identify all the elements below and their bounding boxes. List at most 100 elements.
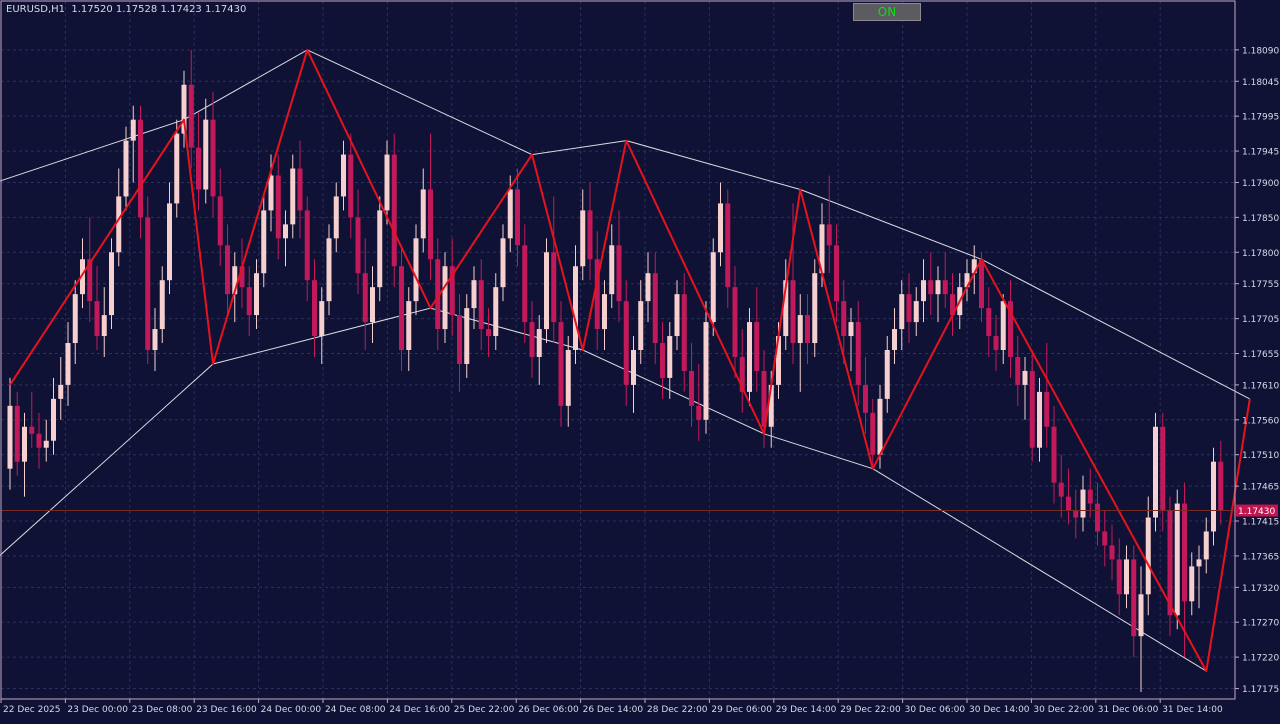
candle [362,238,368,350]
candle-body [65,343,71,385]
candle [667,322,673,399]
candle [283,210,288,267]
candle-body [747,322,752,392]
candle-body [478,280,484,330]
candle-body [225,245,230,295]
candle-body [515,189,520,246]
candle-body [51,398,56,441]
candle [631,336,636,413]
candle [703,301,709,434]
candle-body [1015,356,1021,385]
time-axis[interactable]: 22 Dec 2025 23 Dec 00:00 23 Dec 08:00 23 De… [0,699,1223,715]
candle-body [116,196,122,253]
candle-body [428,189,433,260]
candle [22,412,27,497]
time-tick-label: 23 Dec 00:00 [67,705,128,715]
time-tick-label: 29 Dec 06:00 [711,705,772,715]
candle-body [58,384,64,399]
candle-body [471,280,477,309]
candle [573,245,578,364]
candle [261,196,267,288]
candle-body [188,84,194,148]
candle-body [14,405,20,462]
candle-body [145,217,151,350]
candle [145,196,151,364]
candle [217,168,223,267]
candle-body [36,433,42,448]
candle [884,336,890,413]
candle [333,182,339,253]
candle-body [319,301,325,337]
candle [1116,538,1122,616]
on-toggle-button[interactable]: ON [853,3,921,21]
price-tick-label: 1.17365 [1242,552,1279,562]
candle-body [689,370,694,406]
candle [892,308,897,364]
candle [1124,545,1129,609]
candle-body [152,329,158,350]
price-tick-label: 1.18090 [1242,46,1279,56]
candle [921,259,926,323]
candle-body [181,84,187,134]
candle-body [855,322,861,385]
candle [1211,447,1216,546]
candle [239,238,245,309]
candle [747,308,752,406]
candle-body [921,280,926,302]
candle [529,301,535,378]
candle-body [239,266,245,288]
candle [1102,510,1108,567]
candle [1167,496,1173,637]
candle-body [551,252,557,323]
candle-body [341,154,346,197]
candle [710,238,716,337]
candle-body [602,294,607,330]
candle [87,217,93,323]
candle [986,287,992,357]
candle-body [391,154,397,267]
candle [551,196,557,344]
candle-body [217,196,223,246]
candle [130,105,136,183]
time-tick-label: 23 Dec 08:00 [132,705,193,715]
candle [906,273,912,344]
time-tick-label: 28 Dec 22:00 [647,705,708,715]
candle-body [109,252,114,316]
candle [297,140,303,239]
candle [1037,377,1042,462]
candles [7,49,1224,693]
candle-body [660,343,665,378]
time-tick-label: 24 Dec 00:00 [261,705,322,715]
candle [681,273,687,392]
candle [834,224,839,323]
price-axis[interactable]: 1.18090 1.18045 1.17995 1.17945 1.17900 1.178… [1235,46,1279,695]
candle-body [1102,531,1108,546]
candle [558,301,564,427]
candle-body [580,210,586,267]
candle-body [703,322,709,420]
candle-body [739,356,745,392]
symbol-label: EURUSD,H1 [6,4,66,15]
candle [196,112,201,211]
candle-body [1145,517,1151,595]
time-tick-label: 31 Dec 06:00 [1098,705,1159,715]
candle [594,231,600,350]
candle [1196,545,1202,609]
candle [1000,294,1006,364]
candle-body [167,203,172,281]
candle-body [928,280,934,295]
candle-body [587,210,593,260]
time-tick-label: 24 Dec 08:00 [325,705,386,715]
candle [660,322,665,399]
candle [326,224,332,316]
candle-body [790,280,796,344]
candle [725,189,731,309]
candle [457,294,462,392]
price-tick-label: 1.17510 [1242,451,1279,461]
time-tick-label: 22 Dec 2025 [3,705,61,715]
candle [312,259,317,357]
candle-body [333,196,339,239]
candle-body [1109,545,1115,560]
